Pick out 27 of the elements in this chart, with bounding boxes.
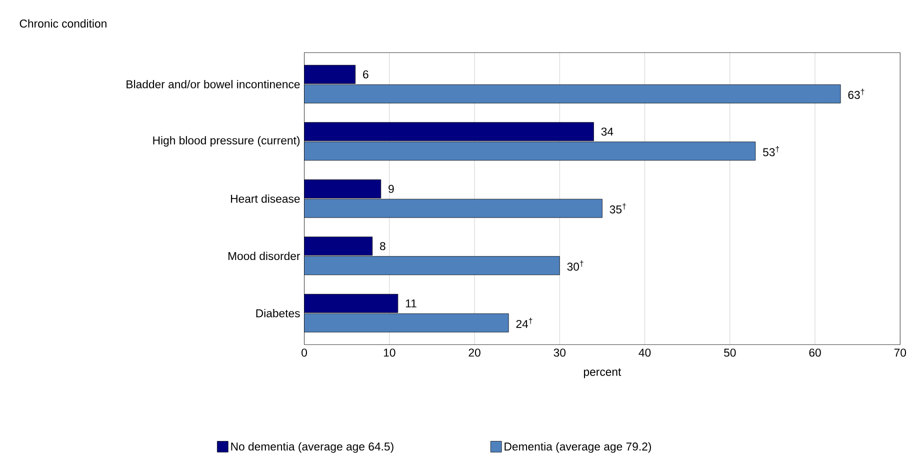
data-label: 8 [380,242,386,250]
y-tick-label: Bladder and/or bowel incontinence [126,80,300,88]
data-label: 30$^{†}$ [567,260,584,271]
data-label: 11 [406,299,416,308]
x-tick-label: 10 [384,348,396,357]
legend-label: No dementia (average age 64.5) [231,442,394,453]
x-tick-label: 50 [724,348,736,357]
x-tick-label: 0 [302,348,307,357]
data-label: 24$^{†}$ [516,318,532,328]
data-label: 9 [388,184,394,193]
data-label: 63$^{†}$ [848,88,864,99]
data-label: 53$^{†}$ [763,146,780,156]
x-axis-title: percent [584,368,622,378]
x-tick-label: 70 [894,348,906,357]
y-axis-title: Chronic condition [20,19,106,28]
legend-label: Dementia (average age 79.2) [504,442,652,453]
x-tick-label: 40 [638,348,651,357]
data-label: 35$^{†}$ [610,203,626,214]
data-label: 6 [363,70,368,78]
x-tick-label: 30 [554,348,566,357]
y-tick-label: Mood disorder [228,252,300,260]
y-tick-label: Heart disease [231,194,300,203]
y-tick-label: Diabetes [256,308,300,318]
data-label: 34 [601,128,614,136]
x-tick-label: 60 [809,348,821,357]
x-tick-label: 20 [468,348,480,357]
y-tick-label: High blood pressure (current) [153,136,300,147]
